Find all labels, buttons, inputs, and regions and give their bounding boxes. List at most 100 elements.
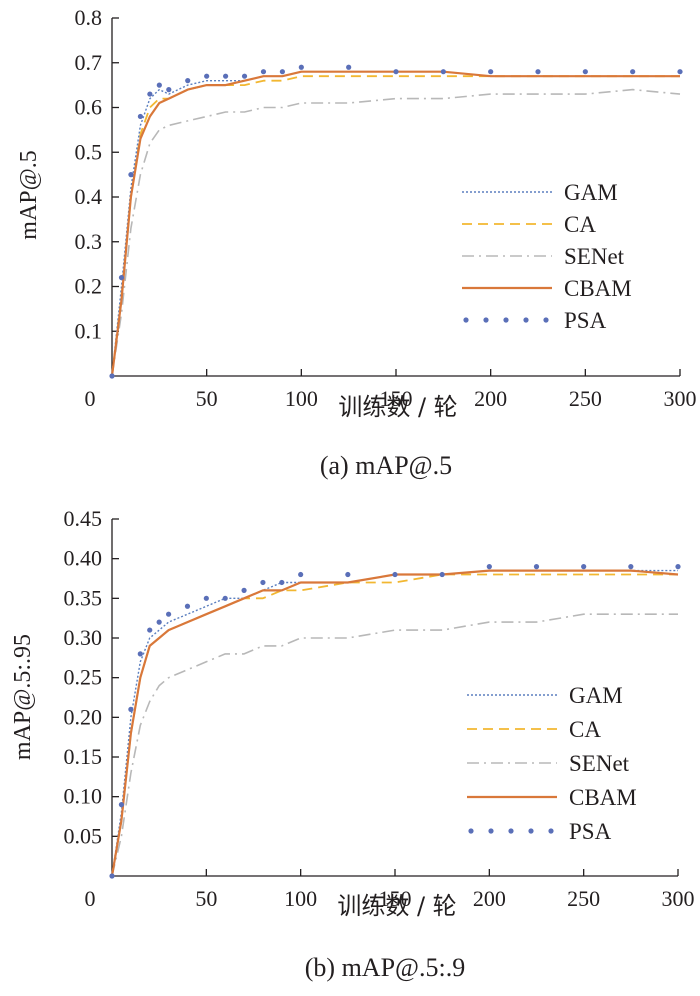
legend-label-senet: SENet — [569, 751, 630, 776]
legend-label-psa: PSA — [564, 308, 607, 333]
data-point-psa — [128, 706, 134, 713]
data-point-psa — [392, 571, 398, 578]
data-point-psa — [488, 69, 494, 75]
y-tick-label: 0.40 — [64, 546, 103, 571]
series-psa — [109, 64, 683, 379]
data-point-psa — [260, 579, 266, 586]
y-tick-label: 0.4 — [75, 184, 103, 209]
data-point-psa — [582, 69, 588, 75]
x-tick-label: 150 — [380, 386, 413, 411]
data-point-psa — [109, 873, 115, 879]
legend-label-senet: SENet — [564, 244, 625, 269]
y-tick-label: 0.10 — [64, 784, 103, 809]
data-point-psa — [535, 69, 541, 75]
series-psa — [109, 564, 681, 879]
series-line-cbam — [110, 70, 680, 377]
series-line-senet — [111, 613, 678, 877]
data-point-psa — [156, 619, 162, 625]
x-tick-label: 50 — [196, 386, 218, 411]
chart-panel-1: 0.1 0.2 0.3 0.4 0.5 0.6 0.7 0.8 0 50 100 150 200 250 3… — [16, 5, 697, 480]
legend-label-cbam: CBAM — [569, 785, 637, 810]
data-point-psa — [204, 73, 210, 79]
data-point-psa — [128, 172, 134, 178]
data-point-psa — [279, 579, 285, 586]
series-line-senet — [111, 88, 681, 377]
legend-swatch-psa — [523, 317, 529, 323]
data-point-psa — [223, 73, 229, 79]
y-tick-label: 0.05 — [64, 823, 103, 848]
legend-swatch-psa — [543, 317, 549, 323]
data-point-psa — [675, 564, 681, 570]
data-point-psa — [260, 69, 267, 75]
y-tick-label: 0.15 — [64, 744, 103, 769]
legend-swatch-psa — [463, 317, 469, 323]
chart-caption: (b) mAP@.5:.9 — [305, 953, 465, 982]
x-tick-label: 0 — [85, 386, 96, 411]
legend-label-psa: PSA — [569, 819, 612, 844]
data-point-psa — [628, 564, 634, 570]
y-tick-label: 0.2 — [75, 274, 103, 299]
y-tick-label: 0.6 — [75, 95, 103, 120]
data-point-psa — [393, 69, 399, 75]
data-point-psa — [109, 373, 115, 379]
x-tick-label: 100 — [284, 886, 317, 911]
legend-label-gam: GAM — [564, 180, 618, 205]
data-point-psa — [533, 564, 540, 570]
legend-swatch-psa — [483, 317, 489, 323]
legend-swatch-psa — [468, 828, 474, 834]
y-tick-label: 0.20 — [64, 704, 103, 729]
legend-label-gam: GAM — [569, 683, 623, 708]
y-tick-label: 0.30 — [64, 625, 103, 650]
data-point-psa — [677, 69, 683, 75]
y-tick-label: 0.8 — [75, 5, 103, 30]
y-axis-title: mAP@.5 — [16, 150, 42, 239]
y-axis-title: mAP@.5:.95 — [10, 634, 36, 760]
chart-caption: (a) mAP@.5 — [320, 451, 452, 480]
data-point-psa — [346, 64, 352, 70]
legend-swatch-psa — [508, 828, 514, 834]
data-point-psa — [166, 611, 172, 617]
data-point-psa — [345, 571, 351, 578]
x-axis-title: 训练数 / 轮 — [337, 892, 456, 920]
data-point-psa — [118, 802, 125, 808]
x-tick-label: 0 — [85, 886, 96, 911]
legend: GAM CA SENet CBAM PSA — [467, 683, 637, 844]
data-point-psa — [185, 78, 191, 84]
data-point-psa — [241, 73, 248, 79]
data-point-psa — [279, 69, 285, 75]
data-point-psa — [137, 113, 143, 120]
data-point-psa — [147, 627, 153, 633]
data-point-psa — [241, 587, 247, 594]
data-point-psa — [440, 69, 446, 75]
data-point-psa — [118, 274, 125, 281]
x-tick-label: 300 — [664, 386, 697, 411]
chart-panel-2: 0.05 0.10 0.15 0.20 0.25 0.30 0.35 0.40 0.45 0 50 1… — [10, 506, 695, 982]
series-line-cbam — [110, 569, 679, 877]
data-point-psa — [203, 595, 209, 601]
y-tick-label: 0.35 — [64, 585, 103, 610]
x-tick-label: 50 — [195, 886, 217, 911]
data-point-psa — [486, 564, 492, 570]
y-tick-label: 0.7 — [75, 50, 103, 75]
x-tick-label: 250 — [569, 386, 602, 411]
x-tick-label: 200 — [473, 886, 506, 911]
data-point-psa — [184, 603, 191, 609]
legend: GAM CA SENet CBAM PSA — [462, 180, 632, 333]
y-tick-label: 0.3 — [75, 229, 103, 254]
legend-label-ca: CA — [569, 717, 601, 742]
legend-swatch-psa — [488, 828, 494, 834]
x-tick-label: 250 — [567, 886, 600, 911]
data-point-psa — [147, 91, 153, 97]
legend-swatch-psa — [528, 828, 534, 834]
x-tick-label: 200 — [474, 386, 507, 411]
legend-swatch-psa — [548, 828, 554, 834]
data-point-psa — [298, 64, 304, 70]
data-point-psa — [166, 87, 172, 93]
legend-label-ca: CA — [564, 212, 596, 237]
x-tick-label: 300 — [662, 886, 695, 911]
data-point-psa — [137, 651, 143, 657]
y-tick-label: 0.1 — [75, 318, 103, 343]
data-point-psa — [222, 595, 228, 601]
data-point-psa — [298, 571, 304, 578]
